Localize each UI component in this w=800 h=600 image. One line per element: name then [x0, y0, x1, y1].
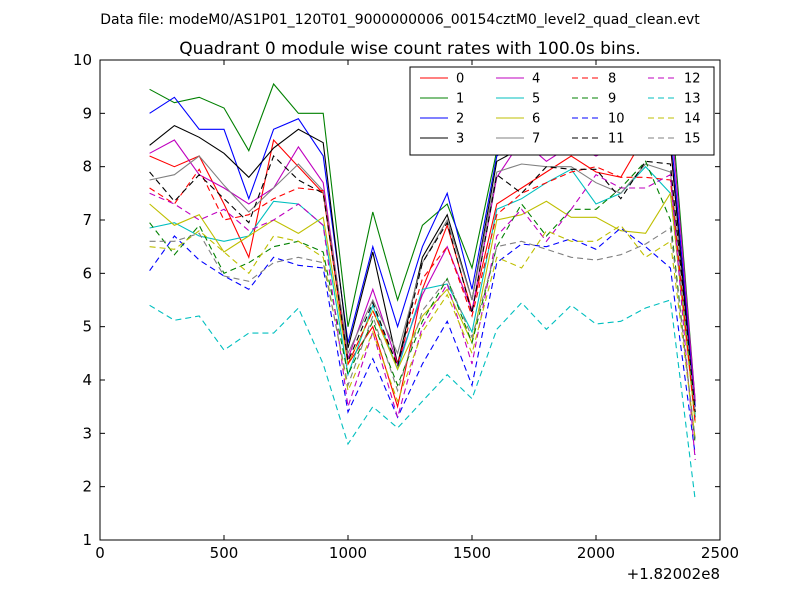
y-tick-label: 5	[82, 318, 92, 336]
series-line-5	[149, 165, 696, 418]
series-line-13	[149, 299, 696, 501]
y-tick-label: 8	[82, 158, 92, 176]
legend-label-0: 0	[456, 72, 464, 87]
y-tick-label: 6	[82, 264, 92, 282]
series-line-8	[149, 166, 696, 423]
series-line-10	[149, 227, 696, 455]
legend-label-7: 7	[532, 132, 540, 147]
y-tick-label: 4	[82, 371, 92, 389]
x-tick-label: 1500	[453, 544, 491, 562]
y-tick-label: 10	[73, 51, 92, 69]
legend-label-5: 5	[532, 92, 540, 107]
x-tick-label: 2500	[701, 544, 739, 562]
legend-label-1: 1	[456, 92, 464, 107]
series-line-7	[149, 155, 696, 413]
y-tick-label: 3	[82, 424, 92, 442]
y-tick-label: 7	[82, 211, 92, 229]
legend-label-4: 4	[532, 72, 540, 87]
figure-suptitle: Data file: modeM0/AS1P01_120T01_90000000…	[100, 12, 700, 28]
legend-label-3: 3	[456, 132, 464, 147]
axes-frame	[99, 59, 721, 541]
series-line-12	[149, 173, 696, 461]
x-tick-label: 0	[95, 544, 105, 562]
y-tick-label: 1	[82, 531, 92, 549]
legend-label-9: 9	[608, 92, 616, 107]
x-tick-label: 2000	[577, 544, 615, 562]
x-tick-label: 500	[210, 544, 239, 562]
legend-label-2: 2	[456, 112, 464, 127]
x-tick-label: 1000	[329, 544, 367, 562]
y-tick-label: 2	[82, 478, 92, 496]
series-line-11	[149, 155, 696, 413]
series-lines	[149, 82, 696, 501]
legend-label-6: 6	[532, 112, 540, 127]
legend-label-15: 15	[684, 132, 701, 147]
chart-title: Quadrant 0 module wise count rates with …	[179, 39, 640, 59]
legend-label-10: 10	[608, 112, 625, 127]
legend-frame	[409, 66, 715, 156]
legend-label-11: 11	[608, 132, 625, 147]
legend-label-12: 12	[684, 72, 701, 87]
x-axis-offset-label: +1.82002e8	[627, 565, 720, 583]
legend-label-8: 8	[608, 72, 616, 87]
series-line-14	[149, 224, 696, 439]
legend-label-14: 14	[684, 112, 701, 127]
y-tick-label: 9	[82, 104, 92, 122]
legend-label-13: 13	[684, 92, 701, 107]
series-line-6	[149, 191, 696, 423]
